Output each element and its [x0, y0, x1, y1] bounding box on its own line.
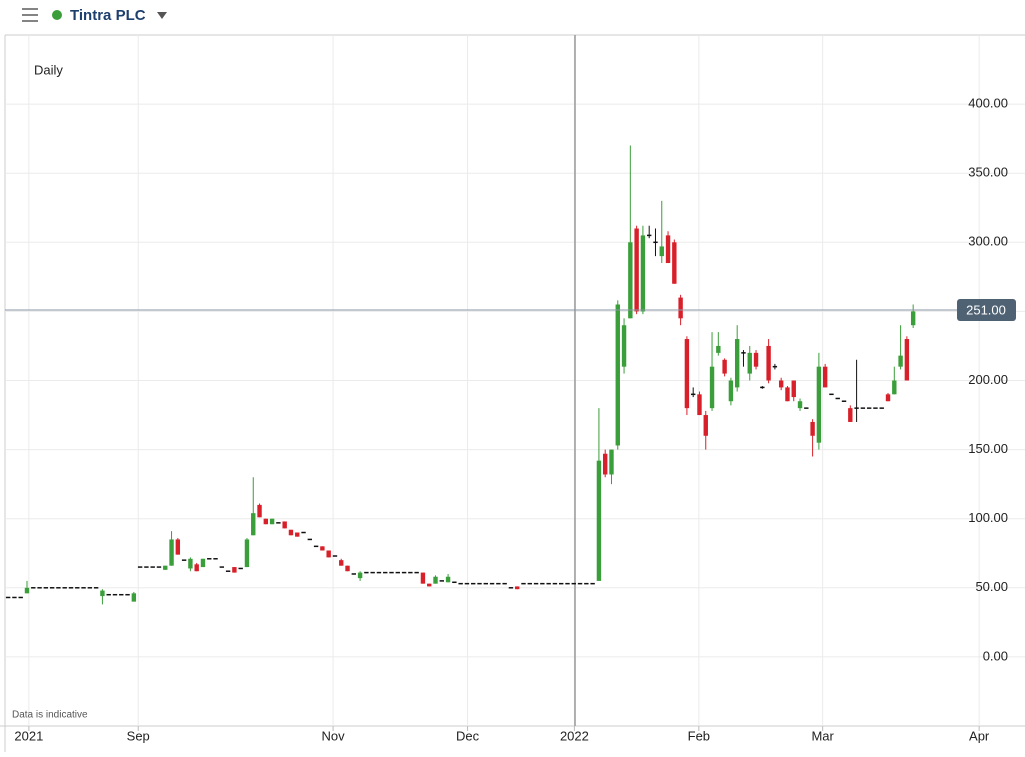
y-tick-label: 200.00 [968, 372, 1008, 387]
candle-body [244, 539, 250, 568]
x-tick-label: Dec [456, 728, 480, 743]
toolbar [0, 0, 1025, 35]
candle-body [194, 564, 199, 572]
candle-body [603, 453, 608, 475]
candle-body [810, 421, 815, 436]
last-price-label: 251.00 [966, 302, 1006, 317]
candle-body [427, 583, 432, 587]
candle-body [697, 394, 702, 416]
candles [5, 145, 916, 605]
candle-body [200, 558, 206, 568]
candle-body [609, 449, 614, 475]
x-tick-label: 2021 [14, 728, 43, 743]
candle-body [169, 539, 174, 566]
candle-body [747, 352, 752, 374]
candle-body [345, 565, 350, 572]
candle-body [282, 521, 287, 529]
candle-body [175, 539, 181, 555]
candle-body [357, 572, 363, 579]
candle-body [621, 325, 627, 367]
menu-icon[interactable] [22, 8, 38, 22]
candle-body [816, 366, 822, 443]
candle-body [24, 587, 30, 594]
candle-body [269, 518, 275, 525]
candle-body [785, 387, 790, 402]
candle-body [263, 518, 269, 525]
x-tick-label: Sep [127, 728, 150, 743]
candle-body [734, 339, 740, 388]
candle-body [131, 593, 137, 602]
candle-body [848, 408, 853, 422]
candle-body [885, 394, 891, 402]
status-dot [52, 10, 62, 20]
candle-body [640, 235, 646, 312]
candle-body [898, 355, 903, 367]
y-tick-label: 50.00 [975, 579, 1008, 594]
candle-body [634, 228, 639, 312]
candle-body [339, 560, 344, 566]
y-tick-label: 350.00 [968, 165, 1008, 180]
candle-body [892, 380, 897, 395]
candle-body [251, 513, 256, 536]
candle-body [257, 504, 262, 518]
candle-body [678, 297, 683, 319]
candle-body [326, 550, 331, 558]
x-tick-label: Feb [688, 728, 710, 743]
candle-body [910, 311, 916, 326]
candle-body [232, 567, 237, 573]
candle-body [709, 366, 715, 409]
candle-body [288, 529, 294, 536]
candle-body [433, 576, 438, 584]
candle-body [628, 242, 633, 319]
disclaimer: Data is indicative [12, 710, 88, 721]
candle-body [753, 352, 759, 367]
candle-body [188, 558, 193, 569]
candle-body [797, 401, 803, 409]
y-tick-label: 400.00 [968, 96, 1008, 111]
candle-body [672, 242, 677, 284]
candle-body [163, 565, 168, 570]
candle-body [659, 246, 664, 257]
candle-body [728, 380, 734, 402]
last-price-box [957, 299, 1016, 322]
candle-body [100, 590, 105, 597]
candle-body [515, 586, 520, 590]
x-tick-label: Nov [322, 728, 346, 743]
candle-body [716, 345, 721, 353]
candle-body [596, 460, 602, 581]
candle-body [295, 532, 300, 537]
candle-body [766, 345, 771, 381]
candle-body [904, 339, 910, 381]
candle-body [615, 304, 620, 446]
candle-body [665, 235, 671, 264]
candle-body [684, 339, 690, 409]
y-tick-label: 150.00 [968, 441, 1008, 456]
candle-body [320, 546, 325, 551]
instrument-title[interactable]: Tintra PLC [70, 7, 146, 24]
y-tick-label: 0.00 [983, 648, 1008, 663]
dropdown-arrow[interactable] [157, 12, 167, 19]
candle-body [420, 572, 426, 584]
x-tick-label: Apr [969, 728, 990, 743]
candle-body [722, 359, 727, 374]
interval-label: Daily [34, 62, 63, 77]
candle-body [822, 366, 828, 388]
grid [5, 35, 1025, 726]
candle-body [778, 380, 784, 388]
candle-body [791, 380, 796, 398]
x-tick-label: Mar [811, 728, 834, 743]
y-tick-label: 100.00 [968, 510, 1008, 525]
candle-body [703, 415, 708, 436]
x-tick-label: 2022 [560, 728, 589, 743]
candle-body [445, 576, 451, 583]
y-tick-label: 300.00 [968, 234, 1008, 249]
